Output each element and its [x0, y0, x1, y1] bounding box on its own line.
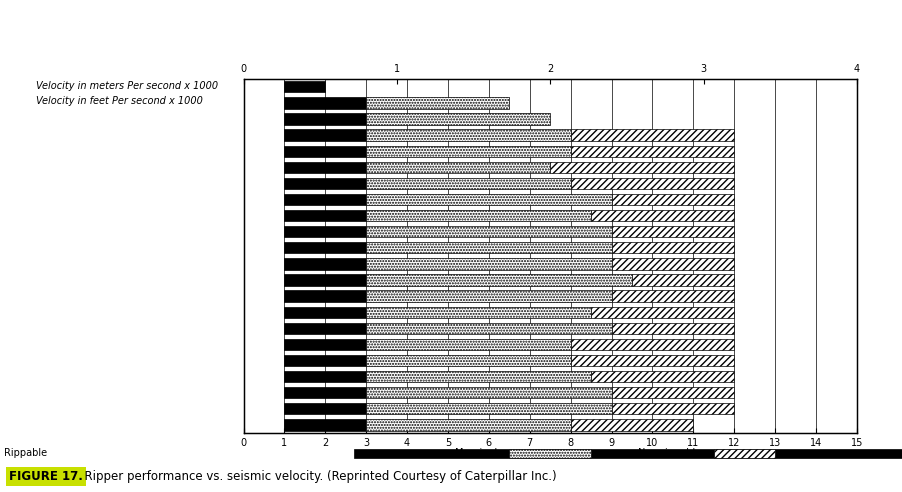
Bar — [366, 403, 612, 414]
Bar — [713, 449, 775, 458]
Bar — [571, 129, 734, 141]
Text: Ripper performance vs. seismic velocity. (Reprinted Courtesy of Caterpillar Inc.: Ripper performance vs. seismic velocity.… — [77, 470, 557, 483]
Bar — [284, 129, 366, 141]
Bar — [366, 290, 612, 302]
Bar — [612, 403, 734, 414]
Bar — [612, 290, 734, 302]
Bar — [284, 97, 366, 109]
Bar — [366, 258, 612, 270]
Bar — [354, 449, 902, 458]
Bar — [284, 210, 366, 221]
Bar — [284, 355, 366, 366]
Bar — [612, 194, 734, 205]
Bar — [366, 355, 571, 366]
Bar — [284, 194, 366, 205]
Bar — [591, 307, 734, 318]
Bar — [284, 419, 366, 430]
Bar — [284, 178, 366, 189]
Bar — [284, 307, 366, 318]
Text: Rippable: Rippable — [5, 448, 47, 458]
Bar — [366, 242, 612, 253]
Bar — [510, 449, 591, 458]
Bar — [571, 146, 734, 157]
Bar — [550, 162, 734, 173]
Bar — [366, 307, 591, 318]
Bar — [284, 146, 366, 157]
Bar — [612, 258, 734, 270]
Bar — [284, 387, 366, 399]
Bar — [366, 275, 632, 286]
Bar — [284, 323, 366, 334]
Bar — [366, 194, 612, 205]
Text: Velocity in feet Per second x 1000: Velocity in feet Per second x 1000 — [36, 96, 203, 106]
Bar — [284, 242, 366, 253]
Bar — [632, 275, 734, 286]
Bar — [284, 290, 366, 302]
Bar — [366, 129, 571, 141]
Bar — [284, 258, 366, 270]
Bar — [612, 242, 734, 253]
Text: Velocity in meters Per second x 1000: Velocity in meters Per second x 1000 — [36, 81, 218, 91]
Bar — [591, 210, 734, 221]
Bar — [366, 210, 591, 221]
Bar — [612, 226, 734, 237]
Text: Non-rippable: Non-rippable — [639, 448, 702, 458]
Bar — [366, 387, 612, 399]
Bar — [284, 162, 366, 173]
Bar — [366, 97, 510, 109]
Bar — [366, 371, 591, 382]
Bar — [284, 81, 326, 92]
Bar — [366, 146, 571, 157]
Bar — [284, 275, 366, 286]
Bar — [366, 226, 612, 237]
Bar — [284, 113, 366, 124]
Bar — [366, 323, 612, 334]
Bar — [591, 371, 734, 382]
Bar — [571, 339, 734, 350]
Bar — [284, 371, 366, 382]
Bar — [612, 323, 734, 334]
Bar — [284, 226, 366, 237]
Bar — [366, 162, 550, 173]
Bar — [366, 113, 550, 124]
Bar — [571, 419, 694, 430]
Text: FIGURE 17.: FIGURE 17. — [9, 470, 83, 483]
Bar — [366, 419, 571, 430]
Bar — [612, 387, 734, 399]
Text: Marginal: Marginal — [455, 448, 497, 458]
Bar — [284, 339, 366, 350]
Bar — [366, 339, 571, 350]
Bar — [366, 178, 571, 189]
Bar — [284, 403, 366, 414]
Bar — [571, 178, 734, 189]
Bar — [571, 355, 734, 366]
